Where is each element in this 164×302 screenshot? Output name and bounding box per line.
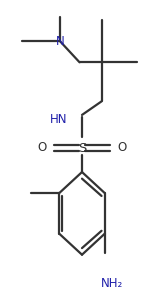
Text: O: O [38,142,47,155]
Text: HN: HN [50,113,67,126]
Text: S: S [78,142,86,155]
Text: N: N [56,35,64,48]
Text: O: O [117,142,126,155]
Text: NH₂: NH₂ [101,277,123,290]
